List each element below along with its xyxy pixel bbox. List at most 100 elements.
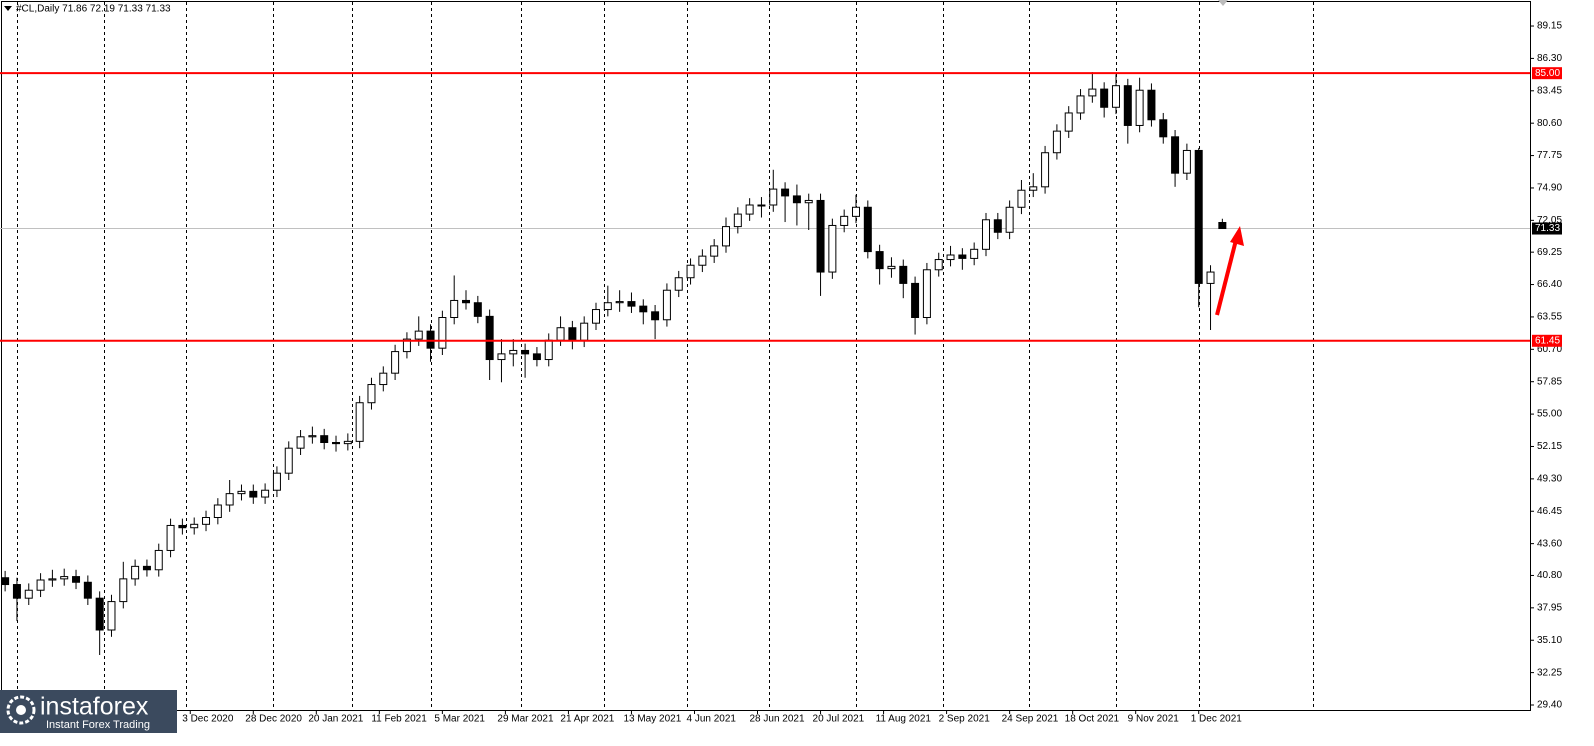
candle-body xyxy=(840,215,849,226)
candle-body xyxy=(875,251,884,270)
candle-body xyxy=(154,549,163,571)
menu-icon xyxy=(4,6,12,11)
candle-body xyxy=(804,199,813,204)
x-tick-label: 24 Sep 2021 xyxy=(1002,714,1059,725)
candle-body xyxy=(1171,136,1180,174)
candle-body xyxy=(946,254,955,261)
y-tick-label: 60.70 xyxy=(1537,344,1562,355)
candle-body xyxy=(60,576,69,580)
candle-body xyxy=(1218,222,1227,230)
candle-body xyxy=(615,301,624,304)
candle-body xyxy=(899,265,908,284)
candle-body xyxy=(12,584,21,599)
candle-body xyxy=(1029,186,1038,191)
candle-body xyxy=(202,517,211,525)
candle-body xyxy=(119,578,128,603)
candle-body xyxy=(627,301,636,307)
candle-body xyxy=(651,311,660,321)
candle-body xyxy=(402,338,411,353)
y-tick-label: 37.95 xyxy=(1537,602,1562,613)
logo: instaforex Instant Forex Trading xyxy=(0,690,177,733)
candle-body xyxy=(710,245,719,257)
candle-body xyxy=(1135,89,1144,126)
candle-body xyxy=(769,188,778,206)
candle-body xyxy=(462,299,471,304)
candle-body xyxy=(745,204,754,215)
candle-body xyxy=(308,435,317,438)
y-tick-label: 83.45 xyxy=(1537,85,1562,96)
candle-body xyxy=(438,317,447,349)
y-tick-label: 69.25 xyxy=(1537,247,1562,258)
candle-body xyxy=(379,372,388,386)
chart-title: #CL,Daily 71.86 72.19 71.33 71.33 xyxy=(16,4,171,15)
candle-body xyxy=(1064,112,1073,132)
candle-body xyxy=(544,339,553,361)
candle-body xyxy=(166,524,175,551)
candle-body xyxy=(142,565,151,571)
candle-body xyxy=(592,309,601,324)
y-tick-label: 32.25 xyxy=(1537,667,1562,678)
candle-body xyxy=(993,219,1002,233)
candle-body xyxy=(662,289,671,321)
y-tick-label: 35.10 xyxy=(1537,635,1562,646)
y-tick-label: 52.15 xyxy=(1537,441,1562,452)
candle-body xyxy=(1088,88,1097,97)
x-tick-label: 3 Dec 2020 xyxy=(182,714,234,725)
candle-body xyxy=(1206,271,1215,284)
y-tick-label: 86.30 xyxy=(1537,53,1562,64)
candle-body xyxy=(792,195,801,204)
candle-body xyxy=(249,490,258,498)
candle-body xyxy=(603,302,612,311)
candle-body xyxy=(1159,119,1168,138)
candle-body xyxy=(95,597,104,631)
x-tick-label: 11 Aug 2021 xyxy=(876,714,932,725)
logo-name: instaforex xyxy=(40,693,149,721)
current-price-box xyxy=(1532,222,1562,235)
logo-icon-core xyxy=(16,705,26,715)
x-tick-label: 2 Sep 2021 xyxy=(939,714,991,725)
candle-body xyxy=(296,436,305,449)
candle-body xyxy=(1,577,10,586)
y-tick-label: 77.75 xyxy=(1537,150,1562,161)
candle-body xyxy=(1100,88,1109,108)
candle-body xyxy=(24,589,33,599)
candle-body xyxy=(757,204,766,207)
candle-body xyxy=(1005,206,1014,233)
candle-body xyxy=(332,442,341,445)
candle-body xyxy=(532,353,541,361)
candle-body xyxy=(320,435,329,444)
x-tick-label: 20 Jul 2021 xyxy=(813,714,865,725)
candle-body xyxy=(580,322,589,341)
candle-body xyxy=(509,349,518,355)
candle-body xyxy=(863,206,872,253)
candle-body xyxy=(851,206,860,217)
logo-icon xyxy=(6,695,36,725)
candle-body xyxy=(521,349,530,355)
candle-body xyxy=(213,504,222,518)
arrow-head xyxy=(1230,226,1244,246)
candle-body xyxy=(981,219,990,250)
y-tick-label: 57.85 xyxy=(1537,376,1562,387)
y-tick-label: 72.05 xyxy=(1537,215,1562,226)
candle-body xyxy=(178,524,187,529)
candle-body xyxy=(284,447,293,474)
current-price-label: 71.33 xyxy=(1535,223,1560,234)
y-tick-label: 63.55 xyxy=(1537,312,1562,323)
y-tick-label: 55.00 xyxy=(1537,409,1562,420)
candle-body xyxy=(639,305,648,313)
candle-body xyxy=(391,351,400,374)
candle-body xyxy=(131,565,140,580)
candle-body xyxy=(497,353,506,361)
candle-body xyxy=(698,255,707,266)
level-label: 85.00 xyxy=(1535,68,1560,79)
y-tick-label: 29.40 xyxy=(1537,700,1562,711)
y-tick-label: 74.90 xyxy=(1537,183,1562,194)
candle-body xyxy=(781,188,790,197)
x-tick-label: 21 Apr 2021 xyxy=(560,714,614,725)
candle-body xyxy=(414,330,423,340)
y-tick-label: 49.30 xyxy=(1537,474,1562,485)
level-label-box xyxy=(1532,67,1562,80)
x-tick-label: 28 Jun 2021 xyxy=(750,714,805,725)
candle-body xyxy=(1041,152,1050,188)
